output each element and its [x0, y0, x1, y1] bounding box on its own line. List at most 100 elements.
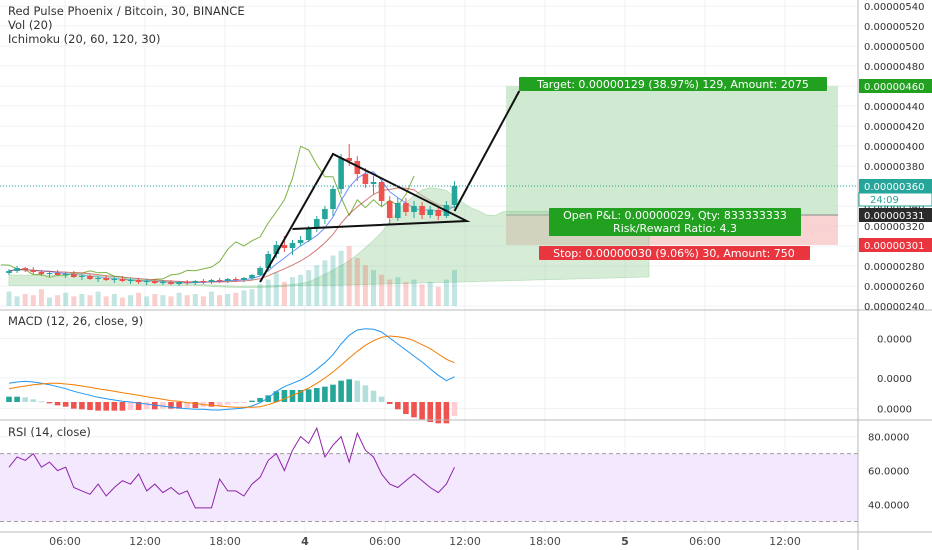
macd-histogram-bar [362, 385, 369, 402]
candle-body [257, 268, 263, 275]
macd-histogram-bar [62, 402, 69, 407]
profit-zone [506, 86, 838, 215]
volume-bar [225, 294, 231, 306]
macd-histogram-bar [184, 402, 190, 408]
volume-bar [265, 279, 271, 306]
macd-histogram-bar [314, 388, 320, 402]
stop-annotation: Stop: 0.00000030 (9.06%) 30, Amount: 750 [553, 247, 795, 260]
volume-bar [322, 260, 328, 306]
stop-annotation-bg [539, 246, 810, 260]
candle-body [168, 282, 174, 284]
volume-bar [233, 292, 239, 306]
volume-bar [111, 294, 117, 306]
target-annotation-bg [519, 77, 827, 91]
volume-bar [38, 289, 44, 306]
volume-bar [136, 292, 142, 306]
rsi-tick-label: 60.0000 [868, 467, 909, 478]
macd-histogram-bar [257, 398, 263, 402]
volume-bar [192, 294, 198, 306]
risk-reward-annotation: Risk/Reward Ratio: 4.3 [613, 222, 737, 235]
candle-body [265, 254, 271, 268]
ichimoku-label: Ichimoku (20, 60, 120, 30) [8, 32, 161, 46]
time-axis[interactable]: 06:00 12:00 18:00 4 06:00 12:00 18:00 5 06:00 12:… [49, 535, 801, 548]
candle-body [330, 189, 336, 209]
price-tick-label: 0.00000420 [864, 122, 924, 133]
candle-body [160, 282, 166, 283]
candles [6, 144, 458, 286]
candle-body [38, 272, 45, 274]
entry-price-badge-bg [859, 208, 932, 222]
candle-body [370, 182, 377, 184]
macd-histogram-bar [378, 396, 385, 402]
volume-bar [379, 274, 385, 306]
volume-bar [14, 296, 20, 306]
price-badges: 0.000004600.0000036024:090.000003310.000… [858, 79, 932, 252]
macd-pane[interactable] [0, 310, 858, 420]
volume-bar [273, 272, 279, 306]
candle-body [208, 280, 215, 282]
candle-body [46, 273, 53, 274]
price-axis[interactable]: 0.00000540 0.00000520 0.00000500 0.00000480… [864, 2, 924, 512]
volume-bar [79, 294, 85, 306]
price-tick-label: 0.00000480 [864, 62, 924, 73]
macd-histogram-bar [241, 402, 247, 403]
price-tick-label: 0.00000260 [864, 282, 924, 293]
pattern-drawings [0, 90, 858, 283]
volume-bar [184, 295, 190, 306]
candle-body [273, 245, 280, 254]
price-tick-label: 0.00000440 [864, 102, 924, 113]
candle-body [346, 158, 352, 161]
macd-plot [6, 328, 458, 424]
volume-bar [217, 295, 223, 306]
pennant-lines [259, 152, 471, 283]
macd-histogram-bar [176, 402, 182, 409]
stop-price-badge: 0.00000301 [864, 241, 924, 252]
projection-line [453, 90, 521, 212]
candle-body [62, 274, 69, 275]
candle-body [135, 280, 142, 282]
pnl-annotation: Open P&L: 0.00000029, Qty: 833333333 [563, 209, 787, 222]
candle-body [411, 206, 417, 212]
macd-histogram-bar [403, 402, 409, 414]
candle-body [386, 201, 393, 218]
current-price-badge: 0.00000360 [864, 182, 924, 193]
volume-bar [144, 296, 150, 306]
volume-bar [427, 282, 433, 306]
price-tick-label: 0.00000320 [864, 222, 924, 233]
candle-body [119, 279, 126, 281]
candle-body [314, 219, 320, 228]
candle-body [95, 278, 101, 279]
candle-body [87, 276, 93, 279]
macd-histogram-bar [273, 391, 280, 402]
volume-bar [281, 282, 287, 306]
macd-histogram-bar [395, 402, 401, 410]
volume-bar [411, 279, 417, 306]
volume-bar [200, 296, 206, 306]
volume-bar [435, 286, 441, 306]
price-tick-label: 0.00000520 [864, 22, 924, 33]
candle-body [216, 280, 223, 281]
macd-histogram-bar [143, 402, 150, 410]
macd-histogram-bar [386, 402, 393, 404]
candle-body [192, 281, 199, 283]
price-tick-label: 0.00000240 [864, 302, 924, 313]
volume-bar [209, 291, 214, 306]
macd-histogram-bar [330, 384, 336, 402]
candle-body [378, 182, 385, 201]
volume-bar [306, 270, 312, 306]
volume-bar [395, 277, 401, 306]
candle-body [152, 281, 158, 283]
macd-histogram-bar [443, 402, 450, 424]
rsi-tick-label: 40.0000 [868, 501, 909, 512]
stop-price-badge-bg [859, 238, 932, 252]
macd-histogram-bar [305, 389, 312, 402]
macd-histogram-bar [111, 402, 118, 411]
position-zones [506, 86, 838, 245]
macd-histogram-bar [160, 402, 166, 409]
time-tick-label: 5 [621, 535, 629, 548]
candle-body [71, 274, 77, 277]
volume-bar [63, 292, 69, 306]
macd-histogram-bar [265, 395, 271, 402]
candle-body [30, 270, 37, 272]
